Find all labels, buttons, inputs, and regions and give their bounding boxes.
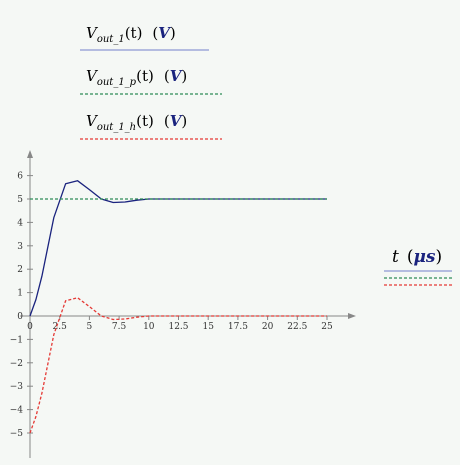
x-tick-label: 17.5: [228, 322, 248, 332]
series-line-vout1h: [29, 297, 327, 434]
legend-sub-2: out_1_p: [97, 77, 137, 88]
x-tick-label: 7.5: [112, 322, 127, 332]
legend-unit-1: V: [158, 24, 171, 42]
series: [29, 180, 327, 434]
legend-main-2: V: [86, 67, 99, 85]
axes: [20, 150, 356, 458]
x-axis-var: t: [392, 247, 399, 267]
x-tick-label: 22.5: [287, 322, 307, 332]
y-tick-label: −3: [10, 382, 24, 392]
svg-text:Vout_1_p(t)(V): Vout_1_p(t) (V): [86, 67, 187, 88]
y-tick-label: 2: [17, 265, 23, 275]
y-tick-label: −4: [10, 406, 24, 416]
y-tick-label: 0: [17, 312, 23, 322]
y-tick-label: 6: [17, 172, 23, 182]
x-tick-label: 25: [321, 322, 333, 332]
legend-entry-vout1h: Vout_1_h(t) (V): [80, 112, 222, 140]
legend-entry-vout1p: Vout_1_p(t) (V): [80, 67, 222, 95]
y-tick-label: 5: [17, 195, 23, 205]
legend-main-3: V: [86, 112, 99, 130]
x-tick-label: 20: [262, 322, 274, 332]
legend-sub-1: out_1: [97, 34, 125, 45]
svg-text:Vout_1(t)(V): Vout_1(t) (V): [86, 24, 176, 45]
tick-labels: 0 2.5 5 7.5 10 12.5 15 17.5 20 22.5 256543210−1−2−…: [10, 172, 333, 439]
x-tick-label: 0: [27, 322, 33, 332]
y-tick-label: 1: [17, 289, 23, 299]
ticks: [27, 175, 328, 434]
legend-unit-2: V: [170, 67, 183, 85]
legend-entry-vout1: Vout_1(t) (V): [80, 24, 209, 51]
legend-unit-3: V: [170, 112, 183, 130]
y-tick-label: −2: [10, 359, 23, 369]
x-tick-label: 2.5: [53, 322, 68, 332]
series-line-vout1: [29, 180, 327, 317]
y-tick-label: 4: [17, 218, 23, 228]
y-tick-label: −5: [10, 429, 24, 439]
legend-sub-3: out_1_h: [97, 122, 136, 133]
legend-arg-3: (t): [136, 112, 154, 130]
legend-main-1: V: [86, 24, 99, 42]
y-tick-label: −1: [10, 335, 23, 345]
x-tick-label: 12.5: [168, 322, 188, 332]
x-axis-label: t (μs): [384, 247, 452, 286]
x-tick-label: 10: [143, 322, 155, 332]
x-axis-unit: μs: [413, 247, 435, 267]
svg-text:Vout_1_h(t)(V): Vout_1_h(t) (V): [86, 112, 187, 133]
x-tick-label: 5: [87, 322, 93, 332]
x-axis-arrow: [348, 313, 356, 319]
y-axis-arrow: [27, 150, 33, 158]
legend-arg-1: (t): [125, 24, 143, 42]
y-tick-label: 3: [17, 242, 23, 252]
svg-text:t(μs): t (μs): [392, 247, 442, 267]
legend-arg-2: (t): [136, 67, 154, 85]
x-tick-label: 15: [202, 322, 214, 332]
